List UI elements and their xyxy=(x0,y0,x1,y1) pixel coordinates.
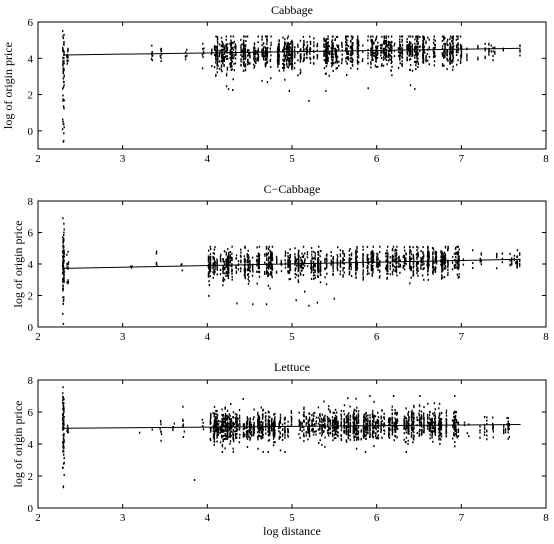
x-tick-label: 4 xyxy=(205,331,211,343)
scatter-points xyxy=(61,386,510,489)
x-tick-label: 3 xyxy=(120,153,126,165)
y-tick-label: 8 xyxy=(28,375,34,387)
y-tick-label: 6 xyxy=(28,407,34,419)
y-tick-label: 4 xyxy=(28,259,34,271)
x-tick-label: 8 xyxy=(543,331,549,343)
x-tick-label: 5 xyxy=(289,331,295,343)
y-tick-label: 0 xyxy=(28,126,34,138)
y-axis-label: log of origin price xyxy=(11,221,25,308)
y-axis-label: log of origin price xyxy=(11,401,25,488)
x-tick-label: 2 xyxy=(35,153,41,165)
x-tick-label: 6 xyxy=(374,512,380,524)
scatter-points xyxy=(61,217,521,325)
chart-title: Cabbage xyxy=(271,3,313,17)
y-tick-label: 4 xyxy=(28,439,34,451)
x-tick-label: 8 xyxy=(543,153,549,165)
fit-line xyxy=(63,424,521,429)
x-tick-label: 2 xyxy=(35,512,41,524)
x-tick-label: 4 xyxy=(205,153,211,165)
scatter-markers xyxy=(61,30,521,143)
x-tick-label: 8 xyxy=(543,512,549,524)
x-tick-label: 7 xyxy=(459,512,465,524)
scatter-points xyxy=(61,30,521,143)
panel-c-cabbage: C−Cabbage log of origin price 2 3 4 5 6 7 8024… xyxy=(11,182,549,343)
y-tick-label: 0 xyxy=(28,322,34,334)
chart-title: Lettuce xyxy=(274,360,310,374)
y-tick-label: 0 xyxy=(28,503,34,515)
x-tick-label: 3 xyxy=(120,331,126,343)
x-tick-label: 5 xyxy=(289,153,295,165)
x-tick-label: 7 xyxy=(459,331,465,343)
x-tick-label: 3 xyxy=(120,512,126,524)
y-tick-label: 6 xyxy=(28,17,34,29)
x-tick-label: 7 xyxy=(459,153,465,165)
y-tick-label: 2 xyxy=(28,90,34,102)
x-tick-label: 2 xyxy=(35,331,41,343)
scatter-markers xyxy=(61,386,510,489)
x-axis-label: log distance xyxy=(263,524,321,538)
fit-line xyxy=(63,258,521,269)
y-tick-label: 2 xyxy=(28,471,34,483)
y-tick-label: 6 xyxy=(28,228,34,240)
y-axis-label: log of origin price xyxy=(1,42,15,129)
panel-cabbage: Cabbage log of origin price 2 3 4 5 6 7 8 0 2 4 6 xyxy=(1,3,549,165)
tick-group: 2 3 4 5 6 7 8 0 2 4 6 xyxy=(28,17,550,165)
y-tick-label: 4 xyxy=(28,53,34,65)
x-tick-label: 6 xyxy=(374,153,380,165)
x-tick-label: 6 xyxy=(374,331,380,343)
chart-title: C−Cabbage xyxy=(264,182,321,196)
y-tick-label: 8 xyxy=(28,196,34,208)
plot-frame xyxy=(37,379,547,509)
x-tick-label: 4 xyxy=(205,512,211,524)
scatter-markers xyxy=(61,217,521,325)
y-tick-label: 2 xyxy=(28,291,34,303)
fit-line xyxy=(63,47,521,56)
panel-lettuce: Lettuce log of origin price log distance… xyxy=(11,360,549,538)
x-tick-label: 5 xyxy=(289,512,295,524)
